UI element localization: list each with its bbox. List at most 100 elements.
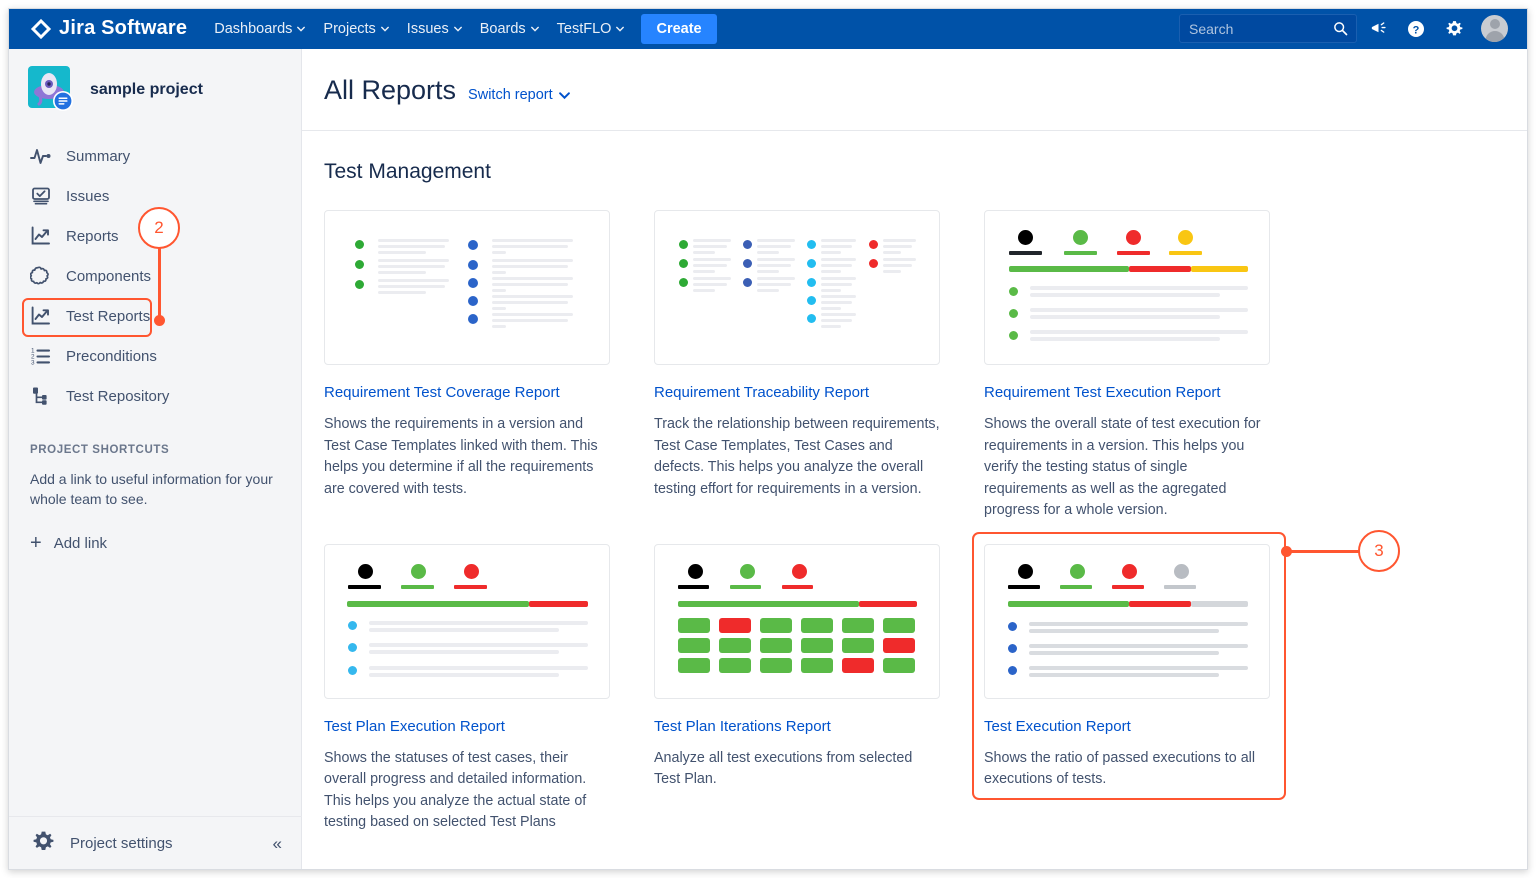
user-avatar[interactable] (1481, 15, 1508, 42)
callout-2-marker: 2 (138, 207, 180, 249)
chevron-down-icon (380, 26, 389, 32)
section-title: Test Management (324, 160, 491, 183)
sidebar-item-label: Test Reports (66, 307, 151, 325)
reports-chart-icon (30, 225, 52, 247)
callout-2-dot (154, 315, 165, 326)
sidebar-item-reports[interactable]: Reports (8, 216, 301, 256)
card-description: Shows the requirements in a version and … (324, 416, 598, 497)
card-description: Analyze all test executions from selecte… (654, 749, 913, 788)
card-test-execution-report[interactable]: Test Execution Report Shows the ratio of… (972, 531, 1286, 834)
nav-item-label: Dashboards (214, 20, 293, 37)
card-requirement-test-execution-report[interactable]: Requirement Test Execution Report Shows … (984, 210, 1270, 522)
card-test-plan-iterations-report[interactable]: Test Plan Iterations Report Analyze all … (654, 543, 940, 834)
sidebar-item-test-repository[interactable]: Test Repository (8, 376, 301, 416)
search-input[interactable] (1189, 20, 1329, 37)
create-button[interactable]: Create (641, 13, 717, 44)
sidebar-item-issues[interactable]: Issues (8, 176, 301, 216)
search-icon[interactable] (1333, 21, 1348, 36)
nav-item-issues[interactable]: Issues (398, 15, 471, 43)
card-test-plan-execution-report[interactable]: Test Plan Execution Report Shows the sta… (324, 543, 610, 834)
header-divider (302, 130, 1528, 131)
sidebar-item-label: Issues (66, 187, 110, 205)
svg-text:2: 2 (31, 354, 35, 361)
nav-item-boards[interactable]: Boards (471, 15, 548, 43)
sidebar-item-label: Test Repository (66, 387, 170, 405)
repository-tree-icon (30, 385, 52, 407)
card-title[interactable]: Requirement Test Execution Report (984, 384, 1221, 401)
project-shortcuts-section: PROJECT SHORTCUTS Add a link to useful i… (8, 444, 301, 553)
card-description: Track the relationship between requireme… (654, 416, 940, 497)
top-navigation-bar: Jira Software Dashboards Projects Issues… (8, 8, 1528, 49)
sidebar-item-preconditions[interactable]: 1 2 3 Preconditions (8, 336, 301, 376)
nav-item-projects[interactable]: Projects (314, 15, 397, 43)
sidebar-item-components[interactable]: Components (8, 256, 301, 296)
ordered-list-icon: 1 2 3 (30, 345, 52, 367)
jira-diamond-icon (30, 18, 52, 39)
page-title: All Reports (324, 75, 457, 105)
nav-item-label: Issues (406, 20, 449, 37)
project-avatar-icon (28, 66, 76, 114)
top-nav-right-group: ? (1179, 12, 1528, 46)
nav-item-dashboards[interactable]: Dashboards (205, 15, 314, 43)
project-shortcuts-description: Add a link to useful information for you… (30, 471, 273, 507)
add-link-label: Add link (53, 534, 108, 552)
project-settings-label: Project settings (70, 835, 173, 852)
card-title[interactable]: Requirement Test Coverage Report (324, 384, 560, 401)
project-settings-row[interactable]: Project settings « (8, 816, 302, 870)
project-sidebar: sample project Summary Issues (8, 49, 302, 870)
callout-2-line (158, 248, 161, 320)
project-name: sample project (90, 81, 203, 98)
chevron-down-icon (297, 26, 306, 32)
chevron-down-icon (558, 91, 570, 99)
callout-3-marker: 3 (1358, 530, 1400, 572)
pulse-icon (30, 145, 52, 167)
brand-text: Jira Software (59, 17, 188, 39)
sidebar-item-summary[interactable]: Summary (8, 136, 301, 176)
page-header: All Reports Switch report (302, 49, 1528, 106)
test-reports-chart-icon (30, 305, 52, 327)
svg-text:1: 1 (31, 348, 35, 355)
help-icon[interactable]: ? (1399, 12, 1433, 46)
sidebar-item-label: Summary (66, 147, 131, 165)
reports-grid: Requirement Test Coverage Report Shows t… (302, 184, 1528, 834)
card-title[interactable]: Test Execution Report (984, 717, 1131, 735)
thumbnail-req-execution (984, 210, 1270, 365)
main-content: All Reports Switch report Test Managemen… (302, 49, 1528, 870)
nav-item-testflo[interactable]: TestFLO (548, 15, 634, 43)
sidebar-item-label: Components (66, 267, 152, 285)
project-header[interactable]: sample project (8, 49, 301, 114)
thumbnail-plan-execution (324, 543, 610, 699)
svg-text:3: 3 (31, 359, 35, 366)
sidebar-item-label: Preconditions (66, 347, 157, 365)
card-requirement-traceability-report[interactable]: Requirement Traceability Report Track th… (654, 210, 940, 522)
settings-gear-icon (32, 830, 55, 858)
jira-brand-logo[interactable]: Jira Software (30, 17, 187, 40)
card-description: Shows the ratio of passed executions to … (984, 749, 1256, 788)
chevron-down-icon (530, 26, 539, 32)
thumbnail-plan-iterations (654, 543, 940, 699)
plus-icon: + (30, 532, 42, 554)
add-link-button[interactable]: + Add link (30, 533, 273, 553)
project-shortcuts-title: PROJECT SHORTCUTS (30, 444, 170, 456)
card-title[interactable]: Test Plan Execution Report (324, 717, 505, 735)
card-description: Shows the overall state of test executio… (984, 416, 1261, 518)
collapse-sidebar-button[interactable]: « (272, 833, 282, 853)
chevron-down-icon (453, 26, 462, 32)
nav-item-label: TestFLO (556, 20, 612, 37)
callout-3-line (1286, 550, 1362, 553)
switch-report-dropdown[interactable]: Switch report (468, 87, 570, 103)
issues-icon (30, 185, 52, 207)
svg-text:?: ? (1413, 24, 1420, 36)
card-title[interactable]: Test Plan Iterations Report (654, 717, 831, 735)
search-box[interactable] (1179, 14, 1357, 43)
thumbnail-coverage (324, 210, 610, 365)
switch-report-label: Switch report (468, 87, 553, 103)
card-title[interactable]: Requirement Traceability Report (654, 384, 870, 401)
settings-gear-icon[interactable] (1437, 12, 1471, 46)
chevron-down-icon (616, 26, 625, 32)
announcement-icon[interactable] (1361, 12, 1395, 46)
card-requirement-test-coverage-report[interactable]: Requirement Test Coverage Report Shows t… (324, 210, 610, 522)
callout-3-dot (1281, 546, 1292, 557)
thumbnail-traceability (654, 210, 940, 365)
thumbnail-execution (984, 543, 1270, 699)
